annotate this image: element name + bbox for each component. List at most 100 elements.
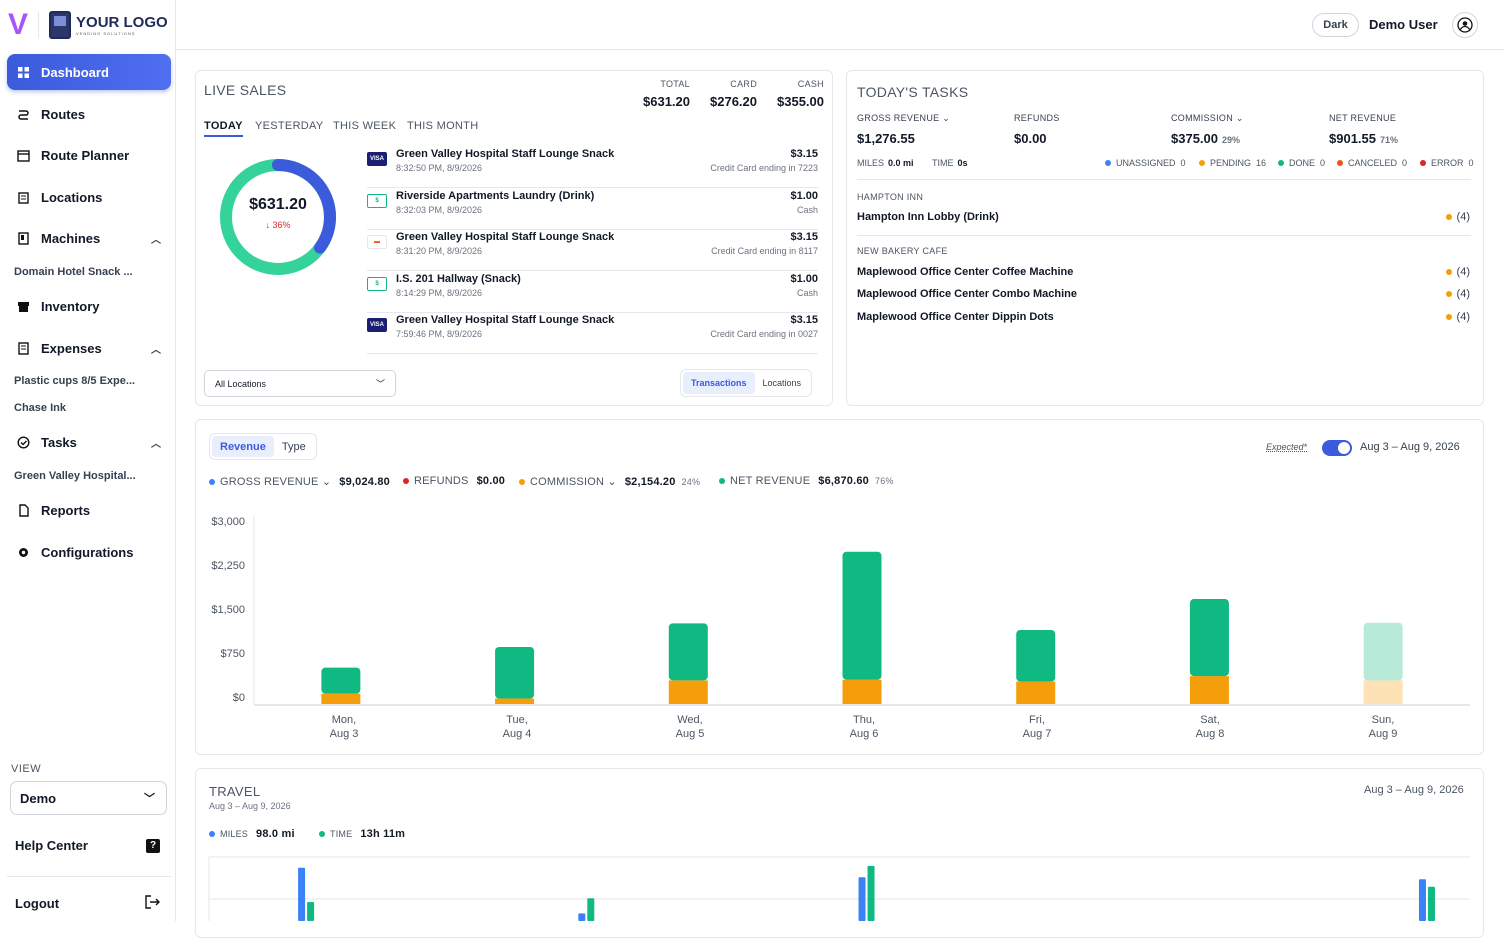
sidebar-item-expenses[interactable]: Expenses ︿ [7, 330, 171, 366]
bar-time[interactable] [1427, 886, 1435, 921]
commission-value: $375.00 29% [1171, 131, 1241, 146]
bar-miles[interactable] [578, 913, 586, 921]
donut-total: $631.20 [249, 196, 307, 213]
bar-net-revenue[interactable] [842, 551, 882, 680]
sidebar-item-machines[interactable]: Machines ︿ [7, 220, 171, 256]
bar-commission[interactable] [321, 693, 361, 704]
gross-revenue-label[interactable]: GROSS REVENUE ⌄ [857, 113, 951, 123]
task-group-header: NEW BAKERY CAFE [857, 246, 948, 256]
tab-this-month[interactable]: THIS MONTH [407, 120, 479, 132]
help-center-link[interactable]: Help Center ? [15, 838, 160, 853]
travel-title: TRAVEL [209, 784, 261, 799]
commission-label[interactable]: COMMISSION ⌄ [1171, 113, 1244, 123]
chevron-up-icon[interactable]: ︿ [151, 234, 161, 246]
bar-commission[interactable] [1016, 681, 1056, 704]
user-name[interactable]: Demo User [1369, 17, 1438, 32]
tab-type[interactable]: Type [281, 440, 306, 453]
sidebar-item-route-planner[interactable]: Route Planner [7, 137, 171, 173]
transaction-time: 8:32:03 PM, 8/9/2026 [396, 205, 483, 215]
legend-refunds[interactable]: REFUNDS $0.00 [403, 475, 505, 487]
brand-logo[interactable]: V YOUR LOGO VENDING SOLUTIONS [8, 10, 168, 40]
transaction-time: 8:14:29 PM, 8/9/2026 [396, 288, 483, 298]
status-pending[interactable]: PENDING 16 [1199, 158, 1266, 168]
bar-net-revenue[interactable] [668, 623, 708, 681]
building-icon [16, 190, 30, 204]
chevron-up-icon[interactable]: ︿ [151, 438, 161, 450]
status-error[interactable]: ERROR 0 [1420, 158, 1474, 168]
sidebar-item-routes[interactable]: Routes [7, 96, 171, 132]
tab-revenue[interactable]: Revenue [212, 436, 274, 457]
bar-commission[interactable] [1189, 676, 1229, 704]
bar-miles[interactable] [1418, 879, 1426, 921]
sidebar-item-locations[interactable]: Locations [7, 179, 171, 215]
sidebar-item-label: Tasks [41, 434, 77, 450]
bar-commission[interactable] [1363, 680, 1403, 704]
tab-yesterday[interactable]: YESTERDAY [255, 120, 324, 132]
sidebar-subitem-expense[interactable]: Chase Ink [14, 402, 66, 414]
task-item[interactable]: Hampton Inn Lobby (Drink) (4) [857, 211, 1470, 223]
expected-toggle[interactable] [1322, 440, 1352, 456]
card-brand-icon: ▬ [367, 235, 387, 249]
transaction-name: Green Valley Hospital Staff Lounge Snack [396, 231, 615, 243]
x-tick-label: Tue, Aug 4 [502, 714, 532, 740]
transaction-row[interactable]: VISA Green Valley Hospital Staff Lounge … [367, 146, 818, 188]
grid-icon [16, 65, 30, 79]
task-item[interactable]: Maplewood Office Center Coffee Machine (4… [857, 266, 1470, 278]
sidebar-subitem-task[interactable]: Green Valley Hospital... [14, 470, 136, 482]
location-filter-select[interactable]: All Locations ﹀ [204, 370, 396, 397]
bar-commission[interactable] [495, 698, 535, 704]
logout-button[interactable]: Logout [15, 895, 160, 912]
bar-time[interactable] [307, 902, 315, 921]
locations-toggle[interactable]: Locations [762, 378, 802, 388]
status-done[interactable]: DONE 0 [1278, 158, 1325, 168]
bar-net-revenue[interactable] [1363, 622, 1403, 681]
sidebar-item-inventory[interactable]: Inventory [7, 288, 171, 324]
bar-time[interactable] [587, 898, 595, 921]
transaction-row[interactable]: VISA Green Valley Hospital Staff Lounge … [367, 312, 818, 354]
sidebar-item-tasks[interactable]: Tasks ︿ [7, 424, 171, 460]
bar-time[interactable] [867, 865, 875, 921]
bar-commission[interactable] [842, 679, 882, 704]
sidebar-item-dashboard[interactable]: Dashboard [7, 54, 171, 90]
sidebar-item-reports[interactable]: Reports [7, 492, 171, 528]
tab-this-week[interactable]: THIS WEEK [333, 120, 397, 132]
revenue-date-range[interactable]: Aug 3 – Aug 9, 2026 [1360, 441, 1460, 453]
y-tick-label: $0 [232, 692, 245, 704]
status-unassigned[interactable]: UNASSIGNED 0 [1105, 158, 1186, 168]
transaction-row[interactable]: ▬ Green Valley Hospital Staff Lounge Sna… [367, 229, 818, 271]
legend-commission[interactable]: COMMISSION ⌄ $2,154.20 24% [519, 475, 700, 488]
tab-today[interactable]: TODAY [204, 120, 243, 137]
sidebar-subitem-expense[interactable]: Plastic cups 8/5 Expe... [14, 375, 136, 387]
user-avatar-icon[interactable] [1452, 12, 1478, 38]
legend-net-revenue[interactable]: NET REVENUE $6,870.60 76% [719, 475, 894, 487]
task-item[interactable]: Maplewood Office Center Combo Machine (4) [857, 288, 1470, 300]
theme-toggle-button[interactable]: Dark [1312, 13, 1359, 37]
sidebar-subitem-machine[interactable]: Domain Hotel Snack ... [14, 266, 133, 278]
legend-gross-revenue[interactable]: GROSS REVENUE ⌄ $9,024.80 [209, 475, 390, 488]
bar-net-revenue[interactable] [495, 646, 535, 699]
task-item[interactable]: Maplewood Office Center Dippin Dots (4) [857, 311, 1470, 323]
bar-net-revenue[interactable] [321, 667, 361, 694]
bar-miles[interactable] [298, 867, 306, 921]
transaction-row[interactable]: $ Riverside Apartments Laundry (Drink) 8… [367, 188, 818, 230]
divider [857, 235, 1471, 236]
transactions-toggle[interactable]: Transactions [683, 372, 755, 394]
bar-net-revenue[interactable] [1189, 599, 1229, 677]
view-toggle: Transactions Locations [680, 369, 813, 397]
travel-date-range[interactable]: Aug 3 – Aug 9, 2026 [1364, 784, 1464, 796]
view-select[interactable]: Demo ﹀ [10, 781, 167, 815]
chevron-up-icon[interactable]: ︿ [151, 344, 161, 356]
net-revenue-label: NET REVENUE [1329, 113, 1397, 123]
legend-time[interactable]: TIME 13h 11m [319, 828, 405, 840]
sidebar-item-configurations[interactable]: Configurations [7, 534, 171, 570]
bar-commission[interactable] [668, 680, 708, 704]
transaction-row[interactable]: $ I.S. 201 Hallway (Snack) 8:14:29 PM, 8… [367, 271, 818, 313]
status-canceled[interactable]: CANCELED 0 [1337, 158, 1407, 168]
chevron-down-icon: ⌄ [1235, 113, 1244, 123]
legend-miles[interactable]: MILES 98.0 mi [209, 828, 295, 840]
chevron-down-icon: ⌄ [942, 113, 951, 123]
sidebar-item-label: Locations [41, 189, 103, 205]
bar-net-revenue[interactable] [1016, 629, 1056, 682]
bar-miles[interactable] [858, 877, 866, 921]
divider [7, 876, 171, 877]
